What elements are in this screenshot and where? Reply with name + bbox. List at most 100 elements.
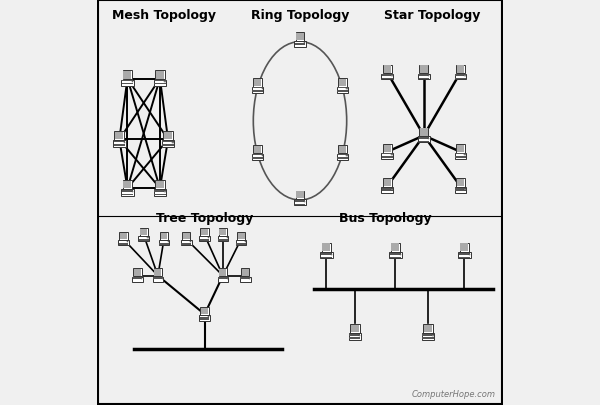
Bar (382, 79, 392, 80)
Bar (419, 139, 429, 140)
Bar (115, 132, 124, 140)
Bar (359, 335, 361, 336)
Bar (139, 239, 149, 240)
Bar (455, 155, 466, 156)
Bar (181, 241, 191, 246)
Bar (349, 337, 361, 338)
Bar (391, 243, 400, 252)
Bar (249, 278, 250, 279)
Bar (113, 146, 125, 147)
Bar (322, 243, 331, 252)
Bar (132, 82, 133, 83)
Bar (132, 277, 143, 282)
Bar (118, 241, 129, 246)
Bar (238, 233, 245, 240)
Bar (419, 138, 429, 139)
Bar (154, 84, 166, 85)
Bar (349, 334, 361, 335)
Bar (119, 241, 128, 242)
Bar (161, 233, 167, 240)
Bar (321, 253, 332, 254)
Bar (121, 190, 134, 196)
Bar (190, 242, 191, 243)
Bar (389, 252, 401, 259)
Bar (127, 242, 128, 243)
Bar (338, 145, 347, 154)
Bar (181, 242, 191, 243)
Bar (460, 244, 469, 252)
Bar (240, 277, 251, 282)
Bar (253, 159, 263, 160)
Bar (253, 155, 263, 156)
Bar (241, 269, 250, 277)
Bar (113, 141, 125, 147)
Bar (237, 232, 245, 240)
Bar (455, 188, 466, 189)
Bar (241, 277, 250, 278)
Bar (253, 79, 262, 87)
Bar (160, 232, 168, 240)
Bar (457, 66, 464, 73)
Bar (460, 243, 469, 252)
Bar (253, 145, 262, 154)
Bar (459, 253, 470, 254)
Bar (218, 237, 228, 238)
Bar (420, 129, 428, 136)
Bar (245, 242, 246, 243)
Bar (133, 269, 142, 277)
Bar (294, 200, 306, 206)
Bar (455, 79, 466, 80)
Bar (432, 335, 434, 336)
Bar (236, 241, 247, 246)
Bar (419, 79, 429, 80)
Bar (153, 281, 163, 282)
Bar (419, 66, 428, 74)
Bar (456, 66, 465, 74)
Bar (200, 238, 209, 239)
Bar (119, 232, 128, 240)
Bar (382, 191, 392, 192)
Text: Tree Topology: Tree Topology (156, 212, 253, 225)
Bar (304, 201, 305, 202)
Bar (156, 72, 164, 79)
Bar (296, 191, 304, 200)
Bar (164, 132, 172, 140)
Bar (418, 137, 430, 143)
Bar (122, 81, 133, 82)
Bar (154, 190, 166, 191)
Bar (337, 92, 347, 93)
Bar (382, 75, 393, 80)
Bar (113, 142, 125, 143)
Bar (154, 81, 166, 82)
Bar (124, 181, 131, 189)
Bar (346, 156, 347, 157)
Bar (382, 188, 393, 194)
Bar (254, 146, 262, 153)
Bar (337, 88, 347, 89)
Bar (163, 132, 173, 141)
Bar (423, 324, 433, 333)
Bar (119, 242, 128, 243)
Bar (337, 155, 347, 156)
Bar (464, 155, 466, 156)
Bar (390, 253, 401, 254)
Bar (154, 190, 166, 196)
Bar (199, 315, 210, 321)
Bar (253, 156, 263, 157)
Bar (219, 269, 227, 277)
Bar (139, 237, 149, 242)
Bar (139, 238, 149, 239)
Bar (346, 89, 347, 90)
Bar (208, 238, 209, 239)
Bar (200, 239, 209, 240)
Bar (420, 66, 428, 73)
Bar (382, 76, 392, 77)
Bar (200, 317, 209, 318)
Bar (322, 244, 331, 252)
Bar (419, 128, 428, 137)
Bar (200, 228, 209, 236)
Bar (383, 180, 391, 187)
Bar (391, 155, 392, 156)
Bar (419, 142, 429, 143)
Bar (163, 143, 174, 144)
